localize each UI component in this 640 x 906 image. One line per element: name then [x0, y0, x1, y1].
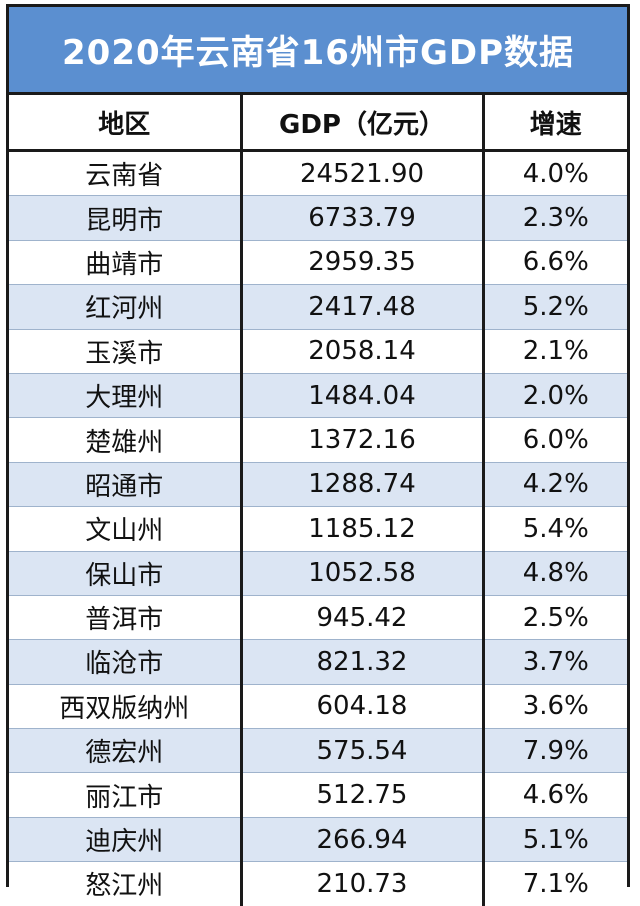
- cell-region: 昭通市: [9, 462, 243, 508]
- cell-gdp: 945.42: [241, 595, 485, 641]
- table-row: 红河州 2417.48 5.2%: [9, 284, 627, 330]
- cell-region: 曲靖市: [9, 240, 243, 286]
- cell-region: 德宏州: [9, 728, 243, 774]
- cell-region: 楚雄州: [9, 417, 243, 463]
- table-row: 怒江州 210.73 7.1%: [9, 861, 627, 906]
- gdp-table-frame: 2020年云南省16州市GDP数据 地区 GDP（亿元） 增速 云南省 24521…: [6, 4, 630, 906]
- cell-region: 文山州: [9, 506, 243, 552]
- cell-growth: 4.2%: [483, 462, 627, 508]
- table-row: 临沧市 821.32 3.7%: [9, 639, 627, 685]
- cell-gdp: 6733.79: [241, 195, 485, 241]
- cell-region: 保山市: [9, 551, 243, 596]
- table-row: 昆明市 6733.79 2.3%: [9, 195, 627, 241]
- table-row: 云南省 24521.90 4.0%: [9, 150, 627, 197]
- table-row: 楚雄州 1372.16 6.0%: [9, 417, 627, 463]
- cell-gdp: 1052.58: [241, 551, 485, 596]
- cell-region: 临沧市: [9, 639, 243, 685]
- table-row: 迪庆州 266.94 5.1%: [9, 817, 627, 863]
- table-row: 德宏州 575.54 7.9%: [9, 728, 627, 774]
- cell-growth: 7.1%: [483, 861, 627, 906]
- table-body: 云南省 24521.90 4.0% 昆明市 6733.79 2.3% 曲靖市 2959.35 6…: [9, 150, 627, 906]
- cell-gdp: 1372.16: [241, 417, 485, 463]
- cell-growth: 6.0%: [483, 417, 627, 463]
- cell-region: 怒江州: [9, 861, 243, 906]
- cell-gdp: 604.18: [241, 684, 485, 730]
- cell-growth: 3.7%: [483, 639, 627, 685]
- cell-region: 玉溪市: [9, 329, 243, 374]
- table-row: 丽江市 512.75 4.6%: [9, 772, 627, 818]
- cell-gdp: 575.54: [241, 728, 485, 774]
- cell-gdp: 821.32: [241, 639, 485, 685]
- cell-region: 昆明市: [9, 195, 243, 241]
- cell-growth: 2.0%: [483, 373, 627, 419]
- cell-region: 西双版纳州: [9, 684, 243, 730]
- cell-region: 普洱市: [9, 595, 243, 641]
- cell-growth: 6.6%: [483, 240, 627, 286]
- cell-growth: 4.8%: [483, 551, 627, 596]
- table-row: 普洱市 945.42 2.5%: [9, 595, 627, 641]
- header-gdp: GDP（亿元）: [241, 95, 485, 152]
- table-row: 西双版纳州 604.18 3.6%: [9, 684, 627, 730]
- cell-region: 云南省: [9, 150, 243, 197]
- cell-gdp: 24521.90: [241, 150, 485, 197]
- table-row: 文山州 1185.12 5.4%: [9, 506, 627, 552]
- cell-growth: 2.5%: [483, 595, 627, 641]
- cell-region: 红河州: [9, 284, 243, 330]
- cell-gdp: 1288.74: [241, 462, 485, 508]
- cell-gdp: 2058.14: [241, 329, 485, 374]
- cell-region: 迪庆州: [9, 817, 243, 863]
- cell-region: 丽江市: [9, 772, 243, 818]
- cell-growth: 4.6%: [483, 772, 627, 818]
- table-title: 2020年云南省16州市GDP数据: [9, 7, 627, 95]
- cell-growth: 7.9%: [483, 728, 627, 774]
- gdp-table: 地区 GDP（亿元） 增速 云南省 24521.90 4.0% 昆明市 6733.79 2…: [9, 95, 627, 906]
- cell-growth: 5.2%: [483, 284, 627, 330]
- cell-growth: 3.6%: [483, 684, 627, 730]
- cell-gdp: 1185.12: [241, 506, 485, 552]
- cell-region: 大理州: [9, 373, 243, 419]
- cell-growth: 5.4%: [483, 506, 627, 552]
- table-row: 曲靖市 2959.35 6.6%: [9, 240, 627, 286]
- header-row: 地区 GDP（亿元） 增速: [9, 95, 627, 152]
- header-growth: 增速: [483, 95, 627, 152]
- table-row: 保山市 1052.58 4.8%: [9, 551, 627, 596]
- table-row: 玉溪市 2058.14 2.1%: [9, 329, 627, 374]
- cell-gdp: 512.75: [241, 772, 485, 818]
- cell-gdp: 266.94: [241, 817, 485, 863]
- cell-gdp: 2417.48: [241, 284, 485, 330]
- cell-growth: 2.3%: [483, 195, 627, 241]
- cell-growth: 5.1%: [483, 817, 627, 863]
- table-row: 昭通市 1288.74 4.2%: [9, 462, 627, 508]
- table-row: 大理州 1484.04 2.0%: [9, 373, 627, 419]
- cell-growth: 2.1%: [483, 329, 627, 374]
- cell-gdp: 2959.35: [241, 240, 485, 286]
- cell-gdp: 1484.04: [241, 373, 485, 419]
- cell-gdp: 210.73: [241, 861, 485, 906]
- cell-growth: 4.0%: [483, 150, 627, 197]
- header-region: 地区: [9, 95, 243, 152]
